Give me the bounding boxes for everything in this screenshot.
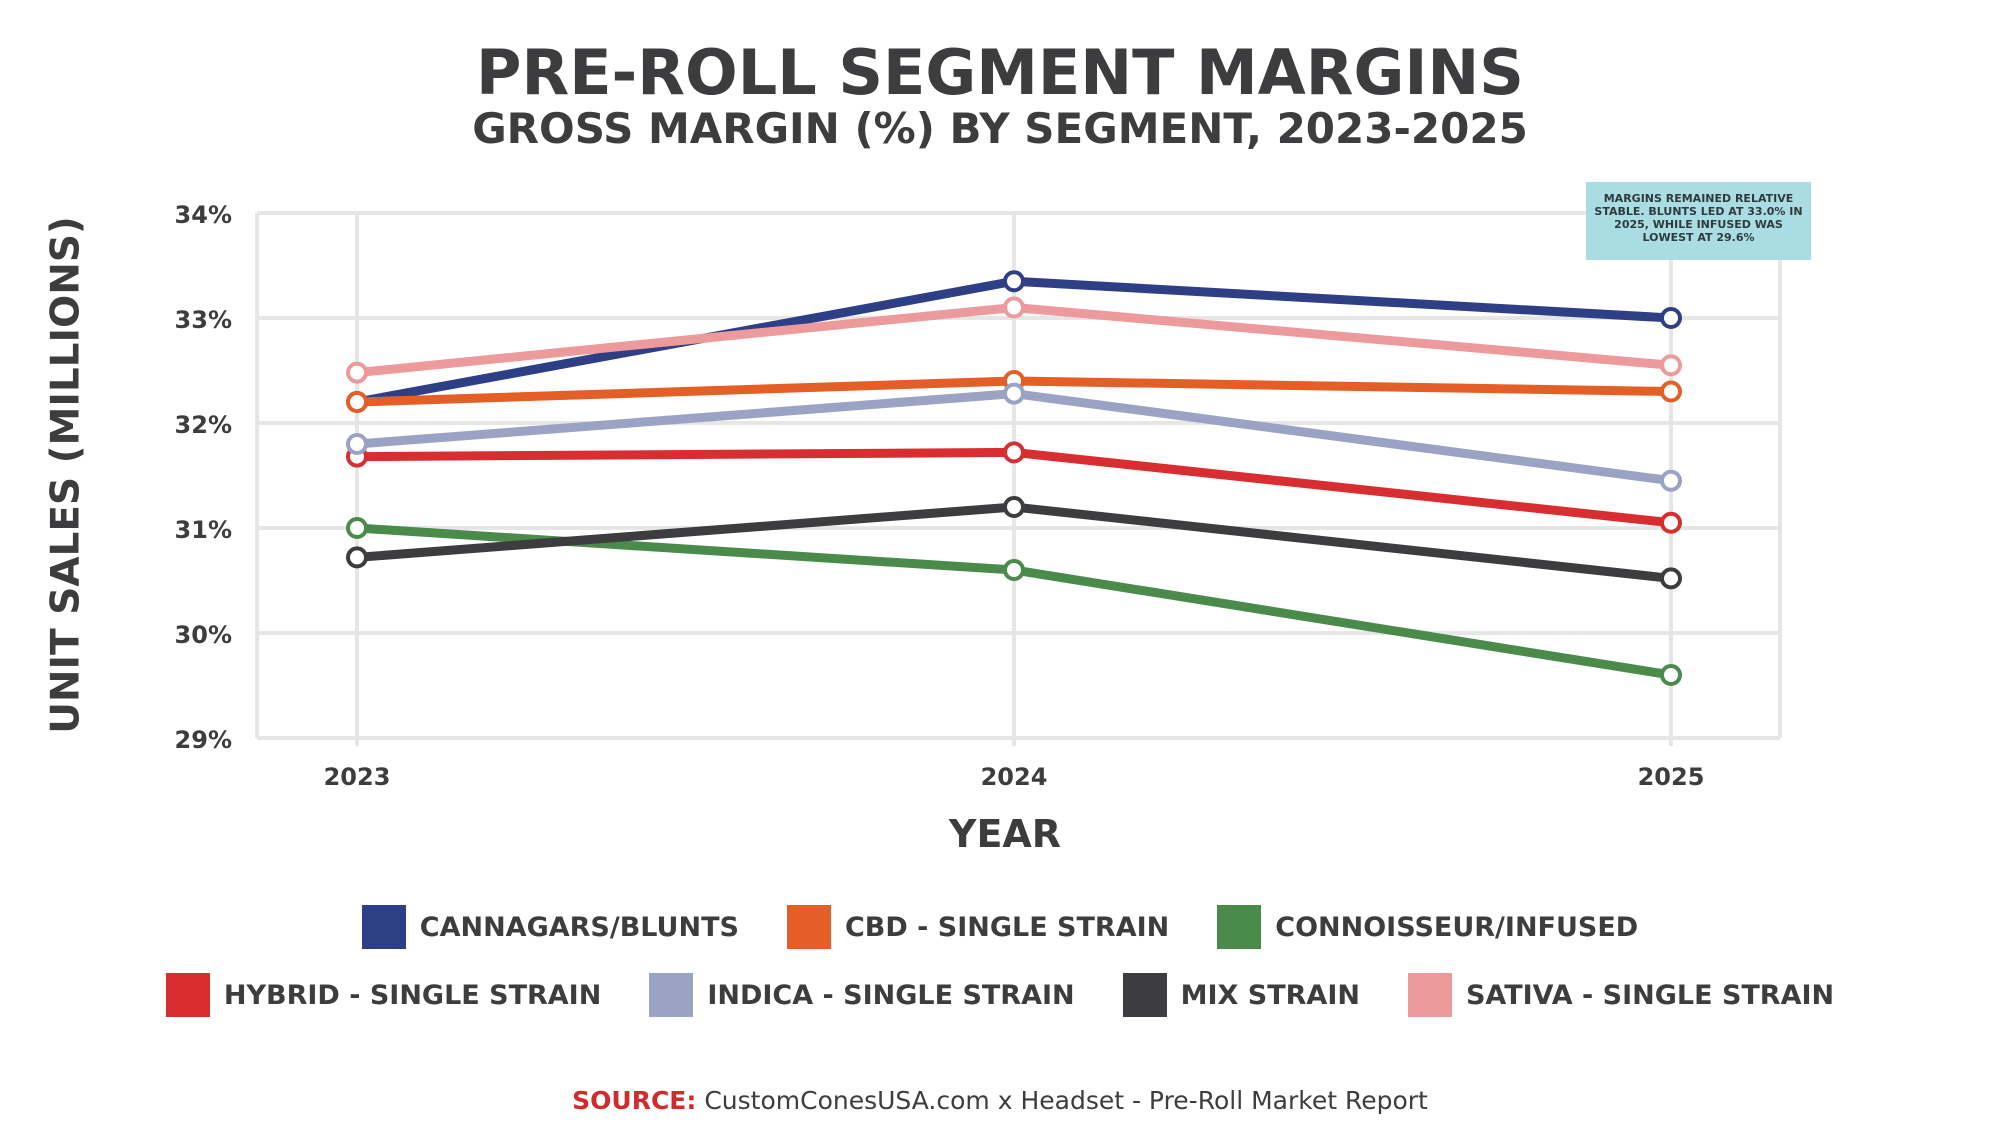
data-point [1660, 307, 1682, 329]
x-tick-label: 2025 [1638, 763, 1705, 791]
annotation-callout: MARGINS REMAINED RELATIVE STABLE. BLUNTS… [1586, 182, 1811, 260]
chart-title: PRE-ROLL SEGMENT MARGINS [476, 36, 1524, 109]
legend-item-sativa-single-strain: SATIVA - SINGLE STRAIN [1407, 973, 1835, 1017]
y-tick-label: 32% [175, 411, 232, 439]
data-point [346, 546, 368, 569]
data-point [346, 433, 368, 455]
x-tick-label: 2023 [324, 763, 391, 791]
data-point [1660, 567, 1682, 590]
legend-label: HYBRID - SINGLE STRAIN [223, 979, 602, 1011]
legend-swatch [165, 973, 210, 1017]
data-point [1660, 380, 1682, 403]
legend-item-mix-strain: MIX STRAIN [1122, 973, 1360, 1017]
legend-item-cbd-single-strain: CBD - SINGLE STRAIN [786, 905, 1170, 949]
source-note: SOURCE: CustomConesUSA.com x Headset - P… [0, 1086, 2000, 1115]
data-point [1003, 382, 1025, 405]
legend-label: SATIVA - SINGLE STRAIN [1465, 979, 1835, 1011]
legend-row-1: CANNAGARS/BLUNTS CBD - SINGLE STRAIN CON… [0, 905, 2000, 949]
data-point [346, 391, 368, 413]
legend-label: CANNAGARS/BLUNTS [419, 911, 739, 943]
legend-label: CBD - SINGLE STRAIN [844, 911, 1170, 943]
y-tick-label: 30% [175, 621, 232, 649]
data-point [1660, 511, 1682, 534]
data-point [1003, 559, 1025, 581]
x-tick-label: 2024 [981, 763, 1048, 791]
data-point [1003, 270, 1025, 293]
legend-item-indica-single-strain: INDICA - SINGLE STRAIN [649, 973, 1075, 1017]
legend-row-2: HYBRID - SINGLE STRAIN INDICA - SINGLE S… [0, 973, 2000, 1017]
data-point [1660, 354, 1682, 377]
y-axis-label-container: UNIT SALES (MILLIONS) [26, 210, 106, 740]
legend-swatch [1122, 973, 1167, 1017]
data-point [1003, 441, 1025, 464]
source-key: SOURCE: [572, 1086, 697, 1115]
y-tick-label: 31% [175, 516, 232, 544]
x-axis-label: YEAR [948, 812, 1062, 856]
legend-swatch [1407, 973, 1452, 1017]
data-point [346, 361, 368, 384]
source-text: CustomConesUSA.com x Headset - Pre-Roll … [704, 1086, 1428, 1115]
data-point [1003, 496, 1025, 518]
legend-swatch [786, 905, 831, 949]
legend-swatch [1217, 905, 1262, 949]
legend-swatch [361, 905, 406, 949]
data-point [1660, 664, 1682, 686]
legend-label: MIX STRAIN [1180, 979, 1360, 1011]
y-tick-label: 34% [175, 201, 232, 229]
y-tick-label: 33% [175, 306, 232, 334]
data-point [1660, 469, 1682, 492]
legend-label: CONNOISSEUR/INFUSED [1275, 911, 1639, 943]
chart-subtitle: GROSS MARGIN (%) BY SEGMENT, 2023-2025 [472, 104, 1528, 153]
legend-item-hybrid-single-strain: HYBRID - SINGLE STRAIN [165, 973, 602, 1017]
legend-item-cannagars-blunts: CANNAGARS/BLUNTS [361, 905, 739, 949]
legend-label: INDICA - SINGLE STRAIN [707, 979, 1075, 1011]
data-point [346, 517, 368, 539]
legend-item-connoisseur-infused: CONNOISSEUR/INFUSED [1217, 905, 1638, 949]
legend-swatch [649, 973, 694, 1017]
y-tick-label: 29% [175, 726, 232, 754]
y-axis-label: UNIT SALES (MILLIONS) [43, 216, 89, 734]
data-point [1003, 296, 1025, 319]
